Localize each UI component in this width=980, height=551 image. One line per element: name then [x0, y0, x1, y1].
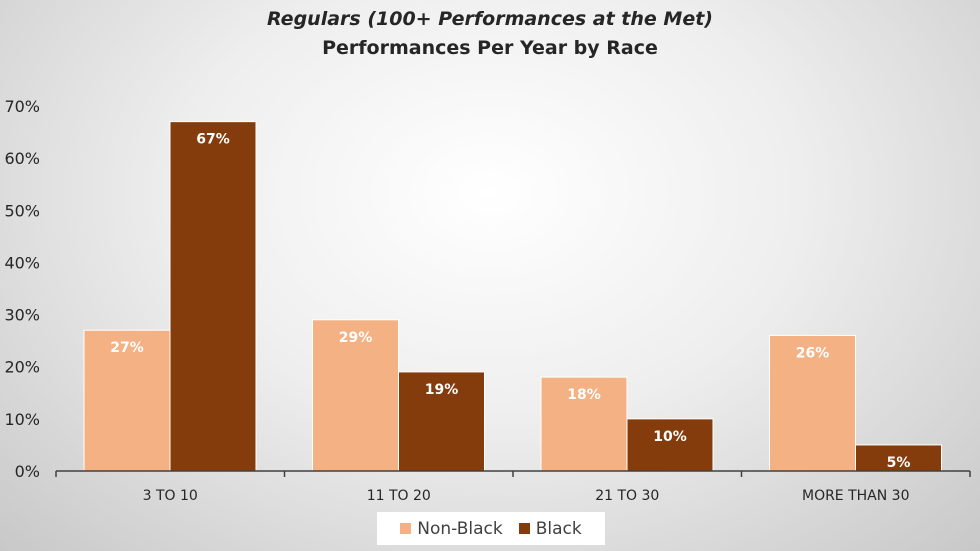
legend-label: Non-Black: [417, 518, 503, 539]
bar-non-black: [769, 334, 856, 472]
legend-item-non-black: Non-Black: [400, 518, 503, 539]
data-label: 29%: [339, 330, 373, 346]
bar-black: [398, 371, 485, 472]
data-label: 27%: [110, 340, 144, 356]
chart-subtitle: Performances Per Year by Race: [322, 37, 658, 59]
data-label: 5%: [887, 455, 911, 471]
x-tick-label: 11 TO 20: [367, 488, 431, 504]
y-tick-label: 50%: [4, 201, 40, 220]
bar-black: [169, 121, 257, 472]
legend: Non-Black Black: [377, 512, 605, 545]
bar-black: [626, 418, 714, 472]
data-label: 67%: [196, 132, 230, 148]
data-label: 18%: [567, 387, 601, 403]
y-tick-label: 60%: [4, 149, 40, 168]
x-tick-label: 3 TO 10: [143, 488, 198, 504]
legend-item-black: Black: [518, 518, 582, 539]
chart-title: Regulars (100+ Performances at the Met): [267, 8, 713, 30]
legend-swatch-black: [518, 523, 530, 534]
bar-non-black: [83, 329, 171, 472]
data-label: 19%: [425, 382, 459, 398]
y-tick-label: 70%: [4, 97, 40, 116]
data-label: 10%: [653, 429, 687, 445]
bar-non-black: [540, 376, 628, 472]
x-tick-label: 21 TO 30: [595, 488, 659, 504]
y-tick-label: 0%: [15, 462, 40, 481]
y-tick-label: 20%: [4, 358, 40, 377]
data-label: 26%: [796, 345, 830, 361]
y-tick-label: 30%: [4, 306, 40, 325]
bar-black: [855, 444, 942, 472]
legend-swatch-non-black: [400, 523, 412, 534]
y-tick-label: 10%: [4, 410, 40, 429]
legend-label: Black: [535, 518, 582, 539]
y-tick-label: 40%: [4, 253, 40, 272]
x-tick-label: MORE THAN 30: [802, 488, 910, 504]
